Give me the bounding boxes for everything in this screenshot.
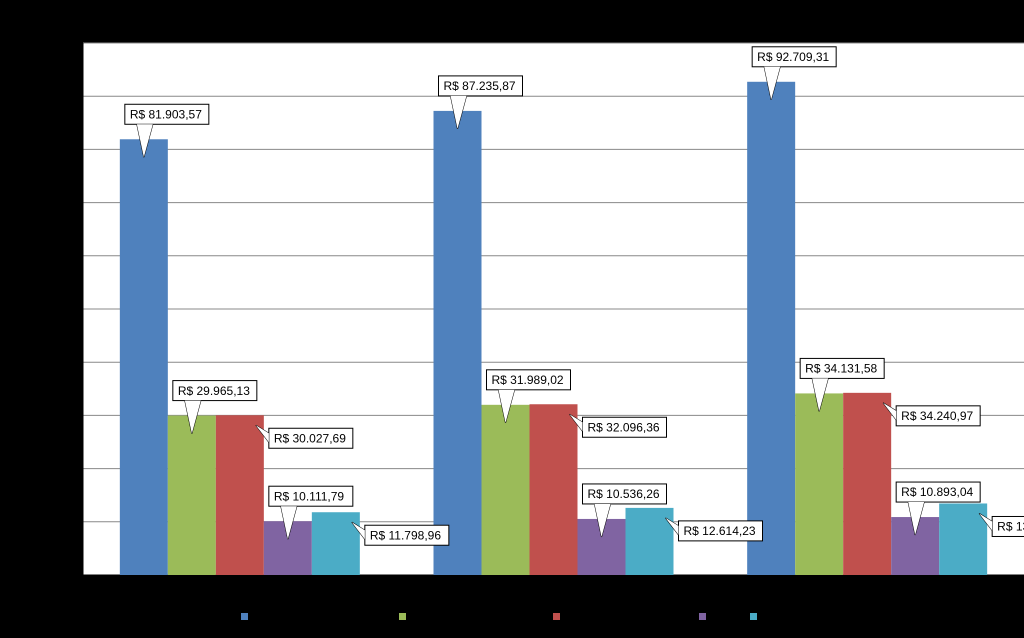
data-label: R$ 31.989,02 (492, 373, 564, 387)
callout-tail-cover (569, 414, 583, 432)
callout-box (124, 103, 210, 125)
callout-tail-cover (450, 95, 467, 129)
callout-tail-cover (764, 66, 781, 100)
callout-box (751, 46, 837, 68)
callout-tail-cover (280, 506, 297, 540)
data-label: R$ 30.027,69 (274, 431, 346, 445)
legend-swatch (553, 613, 560, 620)
data-label: R$ 92.709,31 (757, 50, 829, 64)
callout-tail-cover (979, 513, 993, 531)
bar (625, 507, 674, 575)
callout-box (486, 369, 571, 391)
callout-tail-cover (594, 503, 611, 537)
callout-box (582, 483, 667, 505)
data-label: R$ 10.536,26 (588, 487, 660, 501)
callout-tail-cover (136, 124, 153, 158)
legend-swatch (399, 613, 406, 620)
data-label: R$ 11.798,96 (370, 528, 441, 542)
data-label: R$ 13.443,72 (997, 520, 1024, 534)
bar (747, 81, 796, 575)
bar (311, 512, 360, 575)
callout-tail-cover (883, 402, 897, 420)
callout-tail-cover (812, 378, 829, 412)
callout-box (438, 75, 523, 97)
legend-swatch (699, 613, 706, 620)
bar (843, 392, 892, 575)
bar (167, 415, 216, 575)
callout-tail-cover (665, 517, 679, 535)
data-label: R$ 12.614,23 (684, 524, 756, 538)
callout-tail-cover (255, 425, 269, 443)
callout-tail-cover (184, 400, 201, 434)
data-label: R$ 87.235,87 (444, 79, 516, 93)
callout-tail-cover (908, 502, 925, 536)
callout-box (268, 485, 354, 507)
bar (481, 404, 530, 575)
callout-tail-cover (498, 389, 515, 423)
callout-box (172, 380, 258, 402)
callout-box (895, 481, 981, 503)
data-label: R$ 81.903,57 (130, 107, 202, 121)
data-label: R$ 34.240,97 (901, 409, 973, 423)
data-label: R$ 10.111,79 (274, 489, 345, 503)
data-label: R$ 29.965,13 (178, 384, 250, 398)
legend-swatch (750, 613, 757, 620)
data-label: R$ 10.893,04 (901, 485, 973, 499)
legend-swatch (241, 613, 248, 620)
callout-box (799, 357, 885, 379)
data-label: R$ 34.131,58 (805, 362, 877, 376)
bar (939, 503, 988, 575)
bar (433, 110, 482, 575)
bar (215, 415, 264, 575)
bar (529, 404, 578, 575)
bar (119, 139, 168, 575)
bar (795, 393, 844, 575)
callout-tail-cover (351, 522, 365, 540)
data-label: R$ 32.096,36 (588, 420, 660, 434)
